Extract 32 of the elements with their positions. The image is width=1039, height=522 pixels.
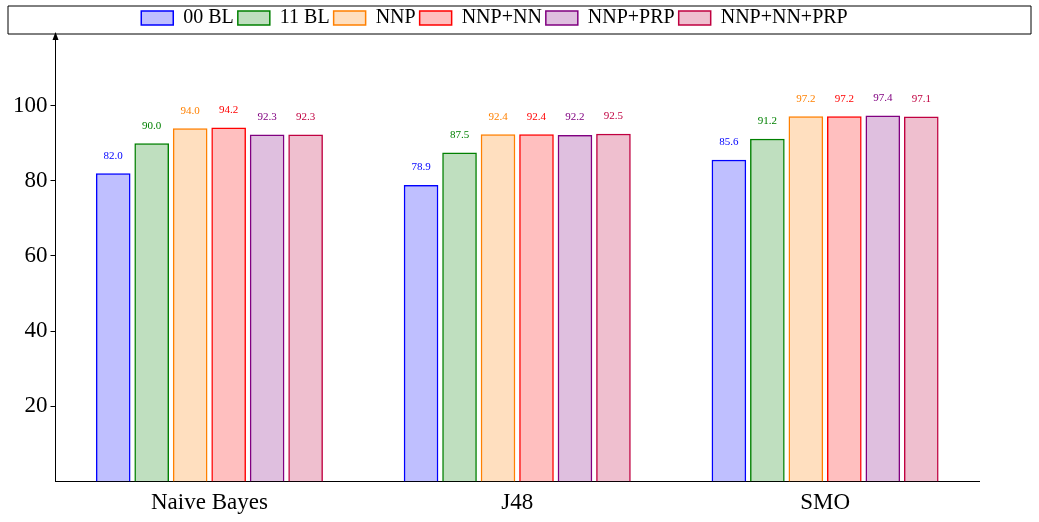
data-label: 90.0 [142,118,162,131]
y-tick-label: 80 [24,166,48,192]
legend-label: NNP [375,5,416,28]
y-tick-label: 100 [13,91,48,117]
data-label: 92.3 [295,109,316,122]
data-label: 94.2 [219,102,239,115]
data-label: 87.5 [449,128,470,140]
data-label: 97.2 [834,91,854,104]
data-label: 91.2 [757,114,777,127]
data-label: 97.4 [873,90,893,103]
data-label: 92.2 [565,110,585,123]
legend-label: NNP+NN [461,5,542,28]
legend-label: 11 BL [279,5,330,28]
legend-label: NNP+PRP [587,5,675,28]
y-tick-label: 60 [24,241,48,267]
x-tick-label: SMO [800,489,851,515]
data-label: 92.3 [257,109,278,122]
data-label: 94.0 [180,103,201,116]
y-tick-label: 20 [24,392,48,418]
x-tick-label: Naive Bayes [150,489,268,515]
data-label: 92.5 [603,109,624,122]
x-tick-label: J48 [501,489,534,515]
data-label: 97.2 [796,91,816,104]
y-tick-label: 40 [24,317,48,343]
data-label: 97.1 [911,91,931,104]
data-label: 92.4 [526,109,547,122]
data-label: 78.9 [411,160,432,173]
legend-label: 00 BL [183,5,234,28]
data-label: 85.6 [719,135,740,148]
data-label: 82.0 [103,148,124,161]
legend-label: NNP+NN+PRP [720,5,848,28]
data-label: 92.4 [488,109,509,122]
